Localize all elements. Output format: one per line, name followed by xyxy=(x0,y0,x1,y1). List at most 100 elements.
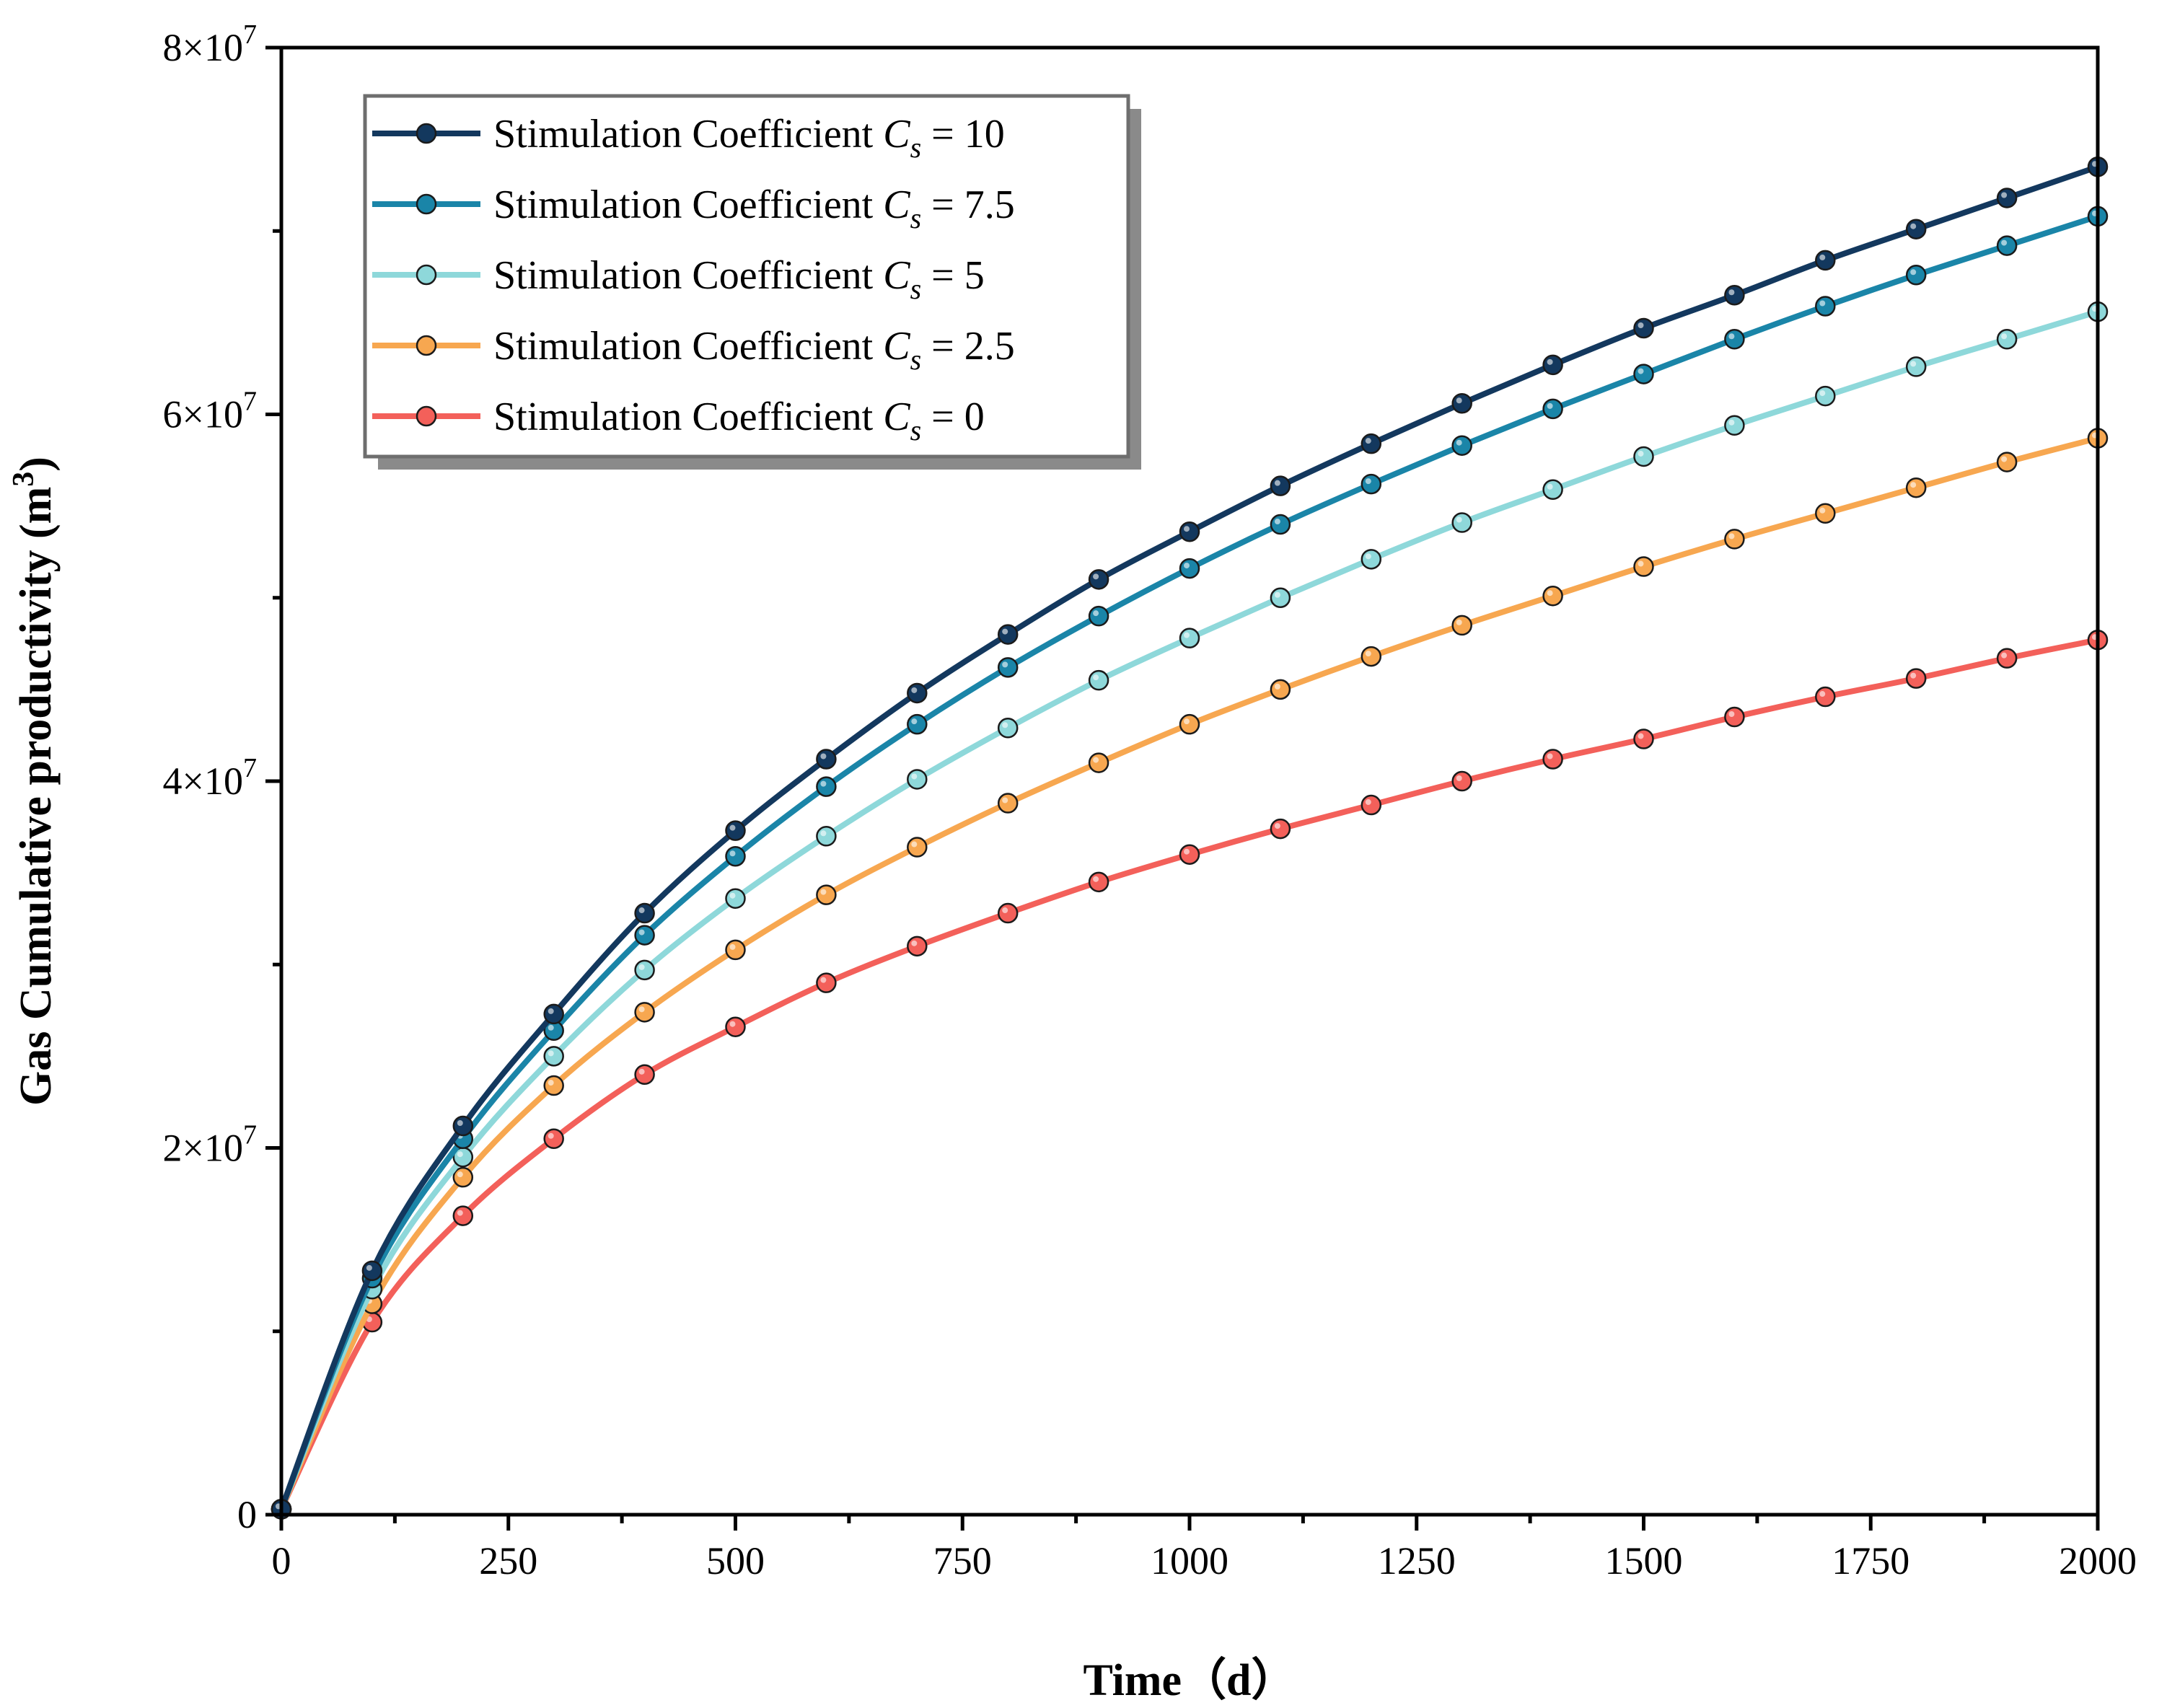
data-point-highlight xyxy=(2001,456,2008,462)
data-point-highlight xyxy=(548,1050,554,1057)
data-point xyxy=(1905,668,1927,689)
data-point-highlight xyxy=(1547,483,1553,490)
data-point xyxy=(634,902,655,924)
legend-label: Stimulation Coefficient Cs = 10 xyxy=(493,112,1005,164)
data-point xyxy=(1088,752,1109,773)
data-point xyxy=(634,959,655,981)
data-point xyxy=(725,1016,746,1037)
y-tick-label: 0 xyxy=(237,1493,257,1536)
data-point-highlight xyxy=(457,1210,463,1216)
data-point xyxy=(543,1003,564,1025)
legend-marker xyxy=(416,335,437,356)
legend-marker xyxy=(416,123,437,144)
data-point-highlight xyxy=(1093,573,1099,580)
data-point-highlight xyxy=(911,773,918,780)
data-point-highlight xyxy=(911,718,918,725)
data-point xyxy=(634,925,655,946)
data-point-highlight xyxy=(1093,876,1099,882)
data-point-highlight xyxy=(1456,775,1462,781)
data-point xyxy=(725,845,746,867)
data-point xyxy=(634,1064,655,1086)
x-tick-label: 1750 xyxy=(1832,1539,1909,1582)
data-point-highlight xyxy=(729,824,736,831)
data-point xyxy=(1996,648,2018,669)
legend-box xyxy=(363,94,1130,459)
data-point xyxy=(1179,521,1200,542)
data-point xyxy=(1270,514,1291,535)
data-point xyxy=(452,1115,474,1137)
data-point-highlight xyxy=(1274,480,1280,486)
data-point-highlight xyxy=(820,977,827,983)
data-point xyxy=(1088,569,1109,590)
legend: Stimulation Coefficient Cs = 10 Stimulati… xyxy=(363,94,1141,470)
data-point xyxy=(1815,296,1836,317)
data-point-highlight xyxy=(729,1021,736,1027)
x-tick-label: 250 xyxy=(479,1539,537,1582)
y-tick-label: 6×107 xyxy=(163,387,257,436)
data-point-highlight xyxy=(548,1024,554,1031)
data-point xyxy=(1179,844,1200,865)
data-point-highlight xyxy=(1728,289,1735,296)
data-point-highlight xyxy=(548,1008,554,1014)
x-tick-label: 2000 xyxy=(2059,1539,2137,1582)
data-point-highlight xyxy=(1910,361,1917,367)
data-point-highlight xyxy=(729,943,736,950)
data-point-highlight xyxy=(1638,560,1644,567)
data-point xyxy=(997,624,1019,645)
data-point xyxy=(1815,385,1836,407)
data-point xyxy=(1088,605,1109,627)
data-point-highlight xyxy=(1365,799,1371,806)
data-point-highlight xyxy=(457,1171,463,1178)
data-point xyxy=(452,1166,474,1188)
legend-label: Stimulation Coefficient Cs = 7.5 xyxy=(493,182,1015,234)
x-tick-label: 750 xyxy=(933,1539,992,1582)
data-point xyxy=(452,1205,474,1226)
data-point-highlight xyxy=(1365,438,1371,444)
data-point xyxy=(1905,219,1927,239)
data-point xyxy=(1542,354,1563,376)
y-tick-label: 8×107 xyxy=(163,19,257,69)
y-tick-label: 4×107 xyxy=(163,753,257,803)
data-point xyxy=(1633,364,1654,384)
data-point-highlight xyxy=(1002,628,1008,635)
data-point xyxy=(1542,749,1563,770)
data-point-highlight xyxy=(1728,711,1735,718)
data-point xyxy=(1270,818,1291,840)
data-point-highlight xyxy=(1002,907,1008,914)
data-point xyxy=(1451,615,1472,636)
data-point xyxy=(361,1260,383,1282)
data-point xyxy=(816,776,837,797)
data-point xyxy=(907,936,928,957)
data-point-highlight xyxy=(1184,563,1190,569)
data-point xyxy=(1905,356,1927,377)
data-point-highlight xyxy=(1184,718,1190,725)
data-point xyxy=(1905,477,1927,498)
data-point xyxy=(725,939,746,961)
data-point xyxy=(997,718,1019,739)
data-point-highlight xyxy=(1819,691,1826,697)
data-point-highlight xyxy=(820,830,827,837)
data-point xyxy=(725,820,746,841)
data-point xyxy=(1361,473,1382,495)
data-point-highlight xyxy=(1819,507,1826,514)
x-tick-label: 1000 xyxy=(1151,1539,1228,1582)
data-point-highlight xyxy=(1910,269,1917,276)
x-tick-label: 500 xyxy=(706,1539,765,1582)
data-point-highlight xyxy=(638,1068,645,1075)
data-point-highlight xyxy=(1910,223,1917,229)
data-point-highlight xyxy=(457,1119,463,1126)
data-point xyxy=(1633,556,1654,577)
data-point xyxy=(816,749,837,770)
data-point xyxy=(997,657,1019,678)
data-point xyxy=(907,713,928,735)
data-point xyxy=(1270,679,1291,700)
data-point-highlight xyxy=(1456,439,1462,446)
data-point-highlight xyxy=(1456,516,1462,523)
data-point xyxy=(1542,479,1563,500)
data-point xyxy=(725,888,746,909)
data-point-highlight xyxy=(638,964,645,970)
data-point xyxy=(1270,475,1291,496)
legend-label: Stimulation Coefficient Cs = 2.5 xyxy=(493,324,1015,376)
x-axis-title: Time（d） xyxy=(1083,1655,1296,1705)
data-point xyxy=(1361,433,1382,454)
